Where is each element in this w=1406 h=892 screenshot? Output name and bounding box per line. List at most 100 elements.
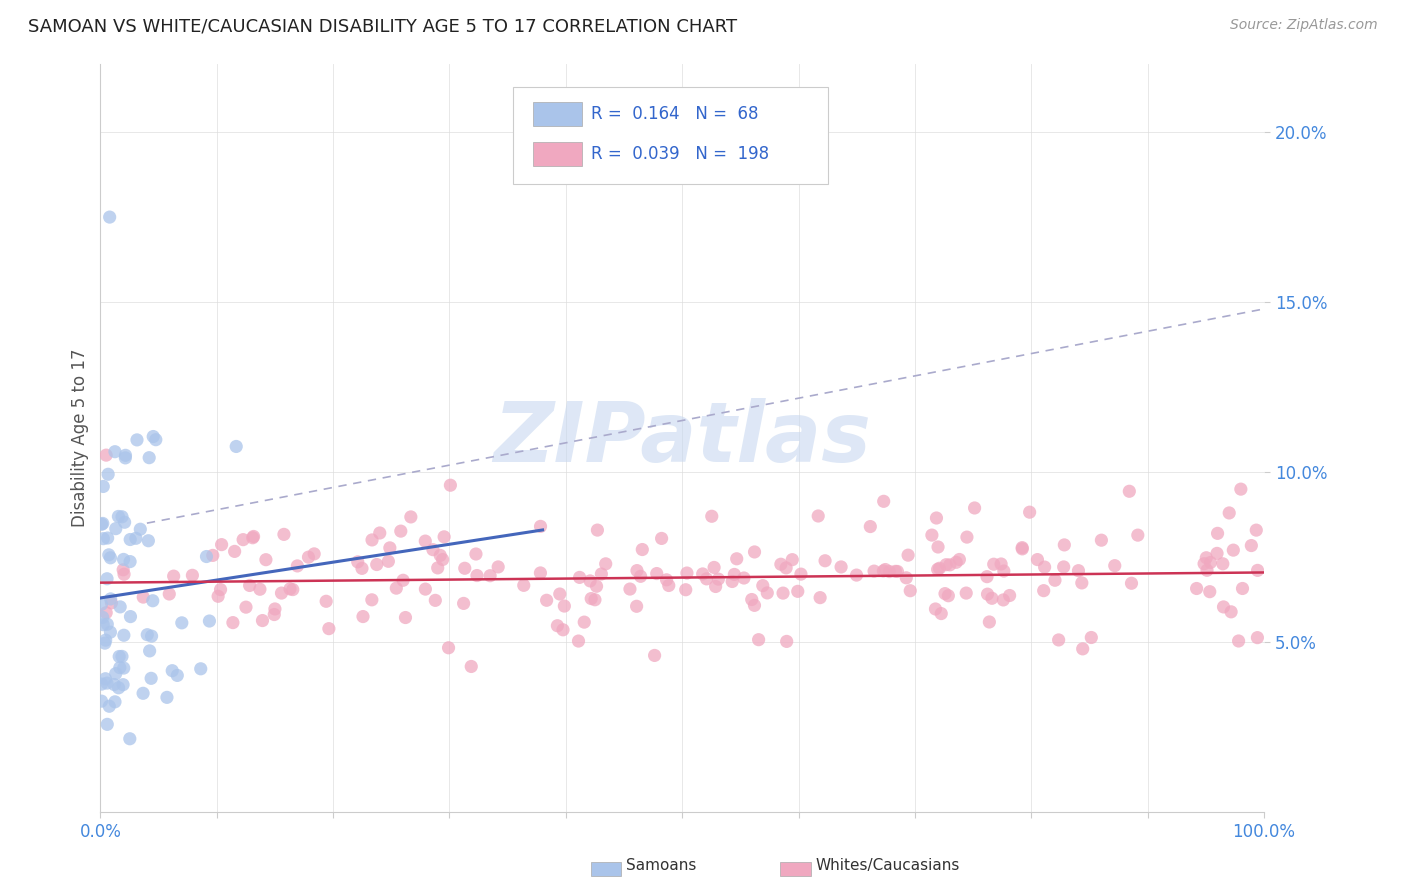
Point: [782, 552, 804, 566]
Point: [976, 587, 998, 601]
Text: Source: ZipAtlas.com: Source: ZipAtlas.com: [1230, 18, 1378, 32]
Point: [111, 649, 134, 664]
Point: [270, 586, 292, 600]
Point: [235, 600, 257, 615]
Point: [437, 640, 460, 655]
Point: [1227, 634, 1250, 648]
Point: [378, 541, 401, 555]
Point: [136, 628, 159, 642]
Point: [1067, 564, 1090, 578]
Point: [1011, 541, 1033, 556]
Point: [772, 586, 794, 600]
Point: [368, 526, 391, 541]
Point: [586, 523, 609, 537]
Point: [100, 596, 122, 610]
Point: [1222, 543, 1244, 558]
Point: [96, 617, 118, 632]
Point: [181, 568, 204, 582]
Point: [645, 566, 668, 581]
Point: [1212, 557, 1234, 571]
Point: [453, 596, 475, 610]
Point: [114, 515, 136, 529]
Point: [703, 560, 725, 574]
Point: [377, 554, 399, 568]
Point: [201, 549, 224, 563]
Point: [90, 517, 112, 532]
Point: [104, 444, 127, 458]
Point: [138, 450, 160, 465]
Point: [963, 500, 986, 515]
Point: [929, 607, 952, 621]
Point: [748, 632, 770, 647]
Point: [1033, 560, 1056, 574]
Point: [118, 731, 141, 746]
Point: [465, 568, 488, 582]
Point: [112, 563, 135, 577]
Point: [1026, 552, 1049, 566]
Point: [125, 433, 148, 447]
Point: [993, 564, 1015, 578]
Point: [318, 622, 340, 636]
Point: [249, 582, 271, 597]
Point: [626, 599, 648, 614]
Point: [898, 583, 921, 598]
Point: [568, 570, 591, 584]
Point: [1218, 506, 1240, 520]
Point: [1032, 583, 1054, 598]
Point: [536, 593, 558, 607]
Point: [125, 531, 148, 545]
Point: [583, 592, 606, 607]
Point: [830, 560, 852, 574]
Point: [385, 581, 408, 595]
Point: [1071, 641, 1094, 656]
Point: [413, 534, 436, 549]
Point: [658, 578, 681, 592]
Point: [90, 598, 112, 612]
Point: [104, 666, 127, 681]
Point: [112, 552, 135, 566]
Point: [97, 531, 120, 545]
Point: [104, 695, 127, 709]
Point: [752, 579, 775, 593]
Point: [394, 610, 416, 624]
Point: [927, 562, 949, 576]
Point: [513, 578, 536, 592]
Text: ZIPatlas: ZIPatlas: [494, 398, 872, 479]
Point: [96, 448, 118, 462]
Point: [981, 591, 1004, 606]
Point: [415, 582, 437, 596]
Point: [567, 634, 589, 648]
Point: [114, 450, 136, 465]
Point: [924, 602, 946, 616]
Y-axis label: Disability Age 5 to 17: Disability Age 5 to 17: [72, 349, 89, 527]
Point: [224, 544, 246, 558]
Point: [1053, 538, 1076, 552]
Point: [97, 467, 120, 482]
Point: [465, 547, 488, 561]
Point: [897, 548, 920, 562]
Point: [925, 511, 948, 525]
Point: [1043, 574, 1066, 588]
Point: [195, 549, 218, 564]
Point: [939, 558, 962, 572]
Point: [273, 527, 295, 541]
Point: [945, 555, 967, 569]
Point: [872, 564, 894, 578]
Point: [264, 602, 287, 616]
Point: [439, 478, 461, 492]
Point: [956, 530, 979, 544]
Point: [948, 552, 970, 566]
Point: [392, 574, 415, 588]
Point: [696, 572, 718, 586]
Point: [1185, 582, 1208, 596]
Text: SAMOAN VS WHITE/CAUCASIAN DISABILITY AGE 5 TO 17 CORRELATION CHART: SAMOAN VS WHITE/CAUCASIAN DISABILITY AGE…: [28, 18, 737, 36]
Point: [460, 659, 482, 673]
Point: [921, 528, 943, 542]
Point: [1195, 563, 1218, 577]
Point: [725, 551, 748, 566]
Point: [425, 593, 447, 607]
Point: [297, 550, 319, 565]
Point: [281, 582, 304, 597]
Point: [1121, 576, 1143, 591]
Point: [1195, 550, 1218, 565]
